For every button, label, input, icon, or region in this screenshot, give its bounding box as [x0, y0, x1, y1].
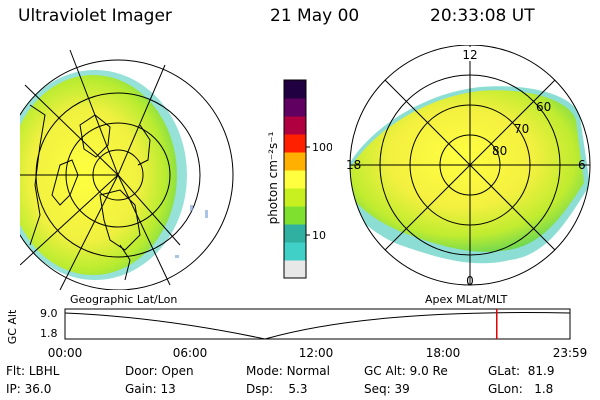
mlt-label-12: 12 [462, 48, 477, 62]
info-glon-label: GLon: [488, 382, 523, 396]
mlat-label-60: 60 [536, 100, 551, 114]
info-gcalt: GC Alt: 9.0 Re [364, 364, 448, 378]
magnetic-polar-map: 12 18 6 0 60 70 80 [346, 45, 591, 288]
colorbar-tick-label-100: 100 [312, 141, 332, 154]
longitude-grid [20, 49, 181, 290]
colorbar-band [284, 116, 306, 135]
colorbar-tick-label-10: 10 [312, 229, 326, 242]
mlt-label-18: 18 [346, 158, 361, 172]
info-gain: Gain: 13 [125, 382, 176, 396]
colorbar-band [284, 134, 306, 153]
timeline-xtick-0: 00:00 [48, 346, 83, 360]
mlat-label-70: 70 [514, 122, 529, 136]
timeline-xtick-4: 23:59 [553, 346, 588, 360]
colorbar-strip [284, 80, 306, 279]
mlt-label-bg-top [462, 47, 478, 61]
info-gain-label: Gain: [125, 382, 157, 396]
mlt-label-0: 0 [466, 274, 474, 288]
altitude-curve [64, 312, 571, 340]
info-flt: Flt: LBHL [6, 364, 59, 378]
info-mode-value: Normal [286, 364, 330, 378]
geographic-map [20, 49, 234, 290]
info-seq-value: 39 [394, 382, 410, 396]
mlt-label-6: 6 [578, 158, 586, 172]
colorbar-band [284, 170, 306, 189]
timeline-xtick-1: 06:00 [173, 346, 208, 360]
info-glat-label: GLat: [488, 364, 521, 378]
coastlines [29, 104, 151, 281]
info-gain-value: 13 [160, 382, 176, 396]
colorbar-unit-label: photon cm⁻²s⁻¹ [266, 131, 280, 224]
info-flt-label: Flt: [6, 364, 25, 378]
timeline-xtick-2: 12:00 [299, 346, 334, 360]
info-door-label: Door: [125, 364, 158, 378]
info-door: Door: Open [125, 364, 194, 378]
info-gcalt-value: 9.0 Re [409, 364, 448, 378]
colorbar-band [284, 224, 306, 243]
colorbar-frame [283, 79, 307, 279]
orbit-timeline: GC Alt 9.0 1.8 00:00 06:00 12:00 18:00 2… [6, 307, 588, 360]
info-door-value: Open [161, 364, 194, 378]
image-time: 20:33:08 UT [430, 6, 535, 26]
apex-label: Apex MLat/MLT [425, 293, 508, 306]
mlat-label-80: 80 [492, 144, 507, 158]
scattered-pixels [175, 205, 208, 258]
info-ip-value: 36.0 [24, 382, 52, 396]
image-date: 21 May 00 [270, 6, 360, 26]
info-gcalt-label: GC Alt: [364, 364, 406, 378]
info-ip: IP: 36.0 [6, 382, 51, 396]
info-glon: GLon: 1.8 [488, 382, 553, 396]
info-dsp-value: 5.3 [288, 382, 308, 396]
timeline-ylabel: GC Alt [6, 309, 19, 344]
timeline-xtick-3: 18:00 [426, 346, 461, 360]
info-dsp: Dsp: 5.3 [246, 382, 308, 396]
colorbar-band [284, 242, 306, 261]
info-seq-label: Seq: [364, 382, 391, 396]
info-dsp-label: Dsp: [246, 382, 274, 396]
geographic-label: Geographic Lat/Lon [70, 293, 178, 306]
info-ip-label: IP: [6, 382, 21, 396]
info-mode-label: Mode: [246, 364, 283, 378]
timeline-ytick-min: 1.8 [40, 327, 58, 340]
colorbar-band [284, 152, 306, 171]
info-glat-value: 81.9 [527, 364, 555, 378]
colorbar-band [284, 206, 306, 225]
colorbar-band [284, 188, 306, 207]
info-glat: GLat: 81.9 [488, 364, 554, 378]
colorbar-band [284, 98, 306, 117]
colorbar-band [284, 80, 306, 99]
info-glon-value: 1.8 [534, 382, 554, 396]
info-flt-value: LBHL [28, 364, 60, 378]
oval-emission [350, 90, 584, 252]
info-seq: Seq: 39 [364, 382, 410, 396]
instrument-title: Ultraviolet Imager [18, 6, 172, 26]
colorbar-band [284, 260, 306, 279]
polar-grid [349, 45, 591, 286]
colorbar: 100 10 photon cm⁻²s⁻¹ [266, 79, 332, 279]
timeline-frame [64, 308, 571, 340]
info-mode: Mode: Normal [246, 364, 330, 378]
timeline-ytick-max: 9.0 [40, 307, 58, 320]
